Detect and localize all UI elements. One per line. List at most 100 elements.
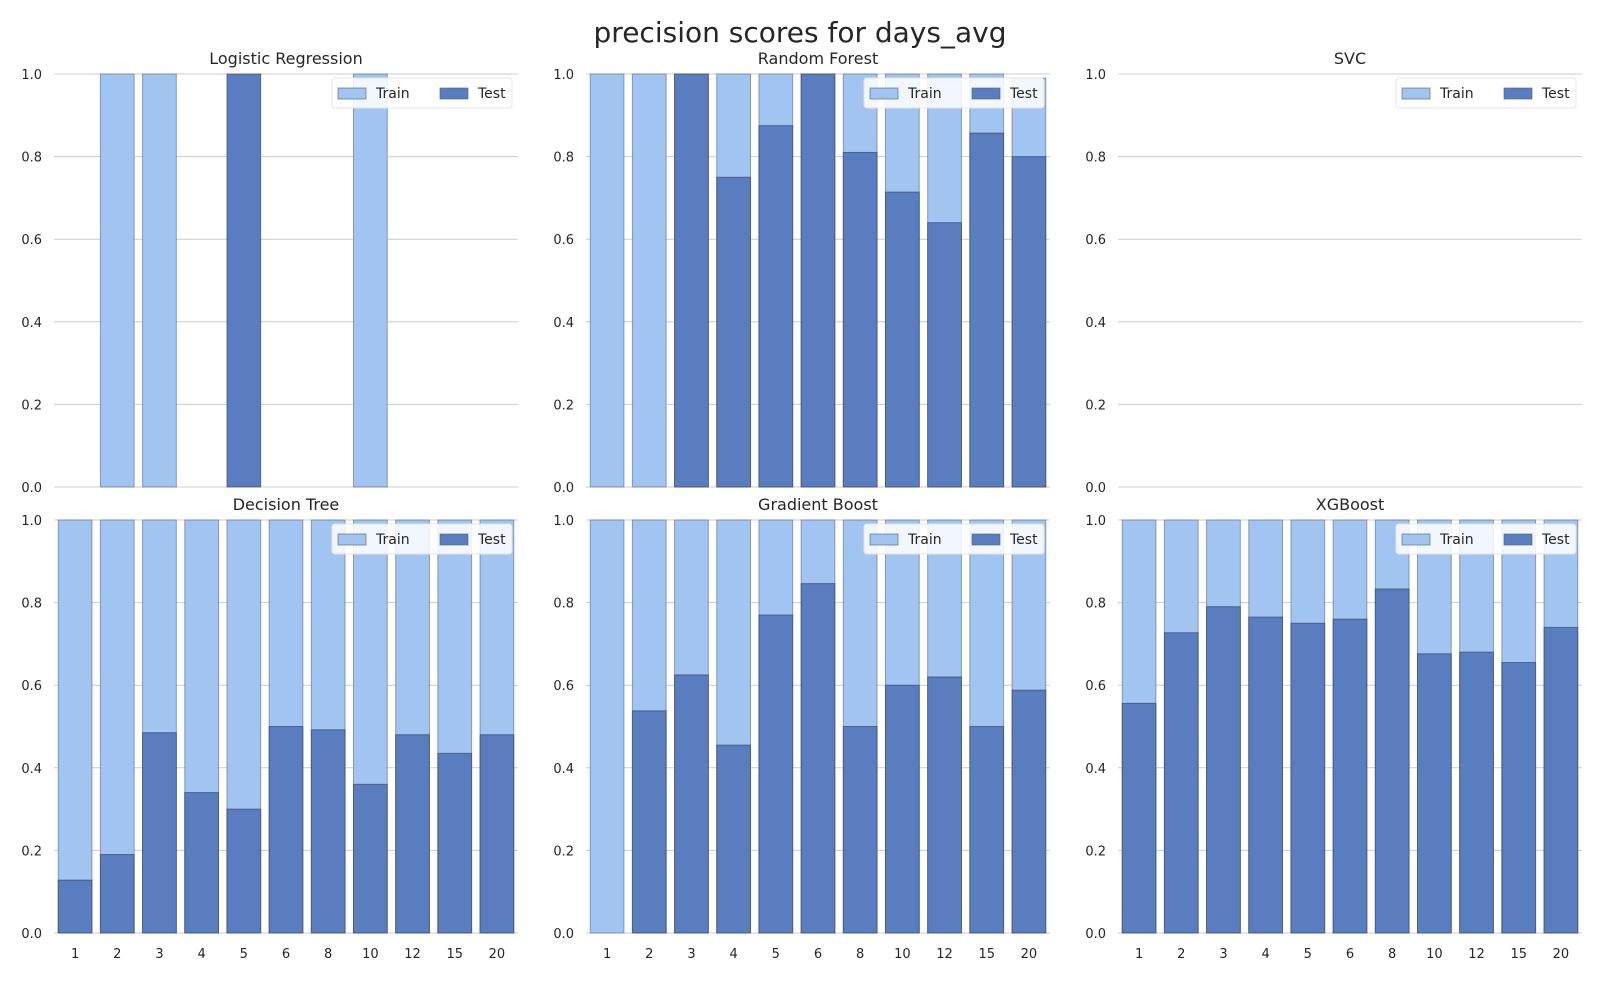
- y-tick-label: 0.0: [21, 481, 42, 496]
- y-tick-label: 0.2: [553, 844, 574, 859]
- bar-test: [758, 125, 794, 488]
- bar-train: [99, 73, 135, 488]
- legend-box: [331, 523, 513, 555]
- x-tick-label: 20: [1021, 947, 1038, 962]
- bar-test: [310, 729, 346, 934]
- y-tick-label: 0.8: [553, 597, 574, 612]
- y-tick-label: 0.0: [1085, 481, 1106, 496]
- figure-title: precision scores for days_avg: [594, 16, 1007, 49]
- legend-box: [863, 523, 1045, 555]
- x-tick-label: 12: [404, 947, 421, 962]
- legend-label-test: Test: [1009, 86, 1038, 102]
- bar-test: [674, 674, 709, 934]
- x-tick-label: 15: [1510, 947, 1527, 962]
- y-tick-label: 0.6: [553, 679, 574, 694]
- y-tick-label: 0.0: [553, 927, 574, 942]
- y-tick-label: 0.6: [1085, 679, 1106, 694]
- legend-label-test: Test: [477, 86, 506, 102]
- bar-train: [142, 73, 177, 488]
- bar-test: [1011, 689, 1047, 934]
- bar-train: [57, 519, 93, 934]
- bar-test: [1459, 651, 1494, 934]
- bar-test: [969, 726, 1005, 934]
- x-tick-label: 3: [687, 947, 695, 962]
- legend: Train Test: [1395, 523, 1577, 555]
- bar-test: [969, 132, 1005, 488]
- legend-swatch-test: [1503, 87, 1533, 100]
- y-tick-label: 0.2: [553, 398, 574, 413]
- legend-swatch-train: [337, 533, 367, 546]
- x-tick-label: 1: [1135, 947, 1143, 962]
- x-tick-label: 5: [772, 947, 780, 962]
- bar-test: [927, 222, 962, 488]
- y-tick-label: 0.8: [1085, 151, 1106, 166]
- subplot-svc: SVC 0.0 0.2 0.4 0.6 0.8 1.0 Train Test: [1085, 49, 1582, 496]
- bar-test: [142, 732, 177, 934]
- y-tick-label: 1.0: [1085, 68, 1106, 83]
- y-tick-label: 0.8: [553, 151, 574, 166]
- x-tick-label: 3: [155, 947, 163, 962]
- y-tick-label: 0.4: [21, 316, 42, 331]
- subplot-title: Decision Tree: [233, 495, 340, 514]
- legend-label-test: Test: [477, 532, 506, 548]
- y-tick-label: 1.0: [1085, 514, 1106, 529]
- x-tick-label: 6: [1346, 947, 1354, 962]
- y-tick-label: 0.8: [1085, 597, 1106, 612]
- x-tick-label: 10: [362, 947, 379, 962]
- legend-label-train: Train: [375, 532, 410, 548]
- y-tick-label: 0.8: [21, 151, 42, 166]
- y-tick-label: 0.2: [1085, 398, 1106, 413]
- x-tick-label: 8: [324, 947, 332, 962]
- bar-test: [1290, 622, 1326, 934]
- bar-test: [437, 752, 473, 934]
- bar-test: [57, 879, 93, 934]
- x-tick-label: 8: [1388, 947, 1396, 962]
- legend: Train Test: [863, 77, 1045, 109]
- bar-test: [842, 151, 878, 488]
- bar-test: [800, 583, 836, 934]
- legend-label-train: Train: [907, 86, 942, 102]
- y-tick-label: 0.4: [553, 762, 574, 777]
- bar-train: [631, 73, 667, 488]
- legend-label-train: Train: [1439, 532, 1474, 548]
- subplot-title: XGBoost: [1316, 495, 1385, 514]
- y-tick-label: 1.0: [21, 68, 42, 83]
- y-tick-label: 0.6: [21, 679, 42, 694]
- bar-train: [589, 73, 625, 488]
- x-tick-label: 10: [1426, 947, 1443, 962]
- legend-label-train: Train: [1439, 86, 1474, 102]
- bar-test: [1501, 661, 1537, 934]
- legend: Train Test: [331, 77, 513, 109]
- legend-swatch-train: [869, 533, 899, 546]
- bar-test: [1543, 626, 1579, 934]
- subplot-title: Logistic Regression: [209, 49, 362, 68]
- y-tick-label: 0.4: [553, 316, 574, 331]
- bar-test: [716, 744, 752, 934]
- x-tick-label: 4: [1261, 947, 1269, 962]
- x-tick-label: 4: [197, 947, 205, 962]
- y-tick-label: 0.6: [553, 233, 574, 248]
- x-tick-label: 15: [978, 947, 995, 962]
- bar-test: [1416, 653, 1452, 934]
- x-tick-label: 20: [1553, 947, 1570, 962]
- x-tick-label: 5: [240, 947, 248, 962]
- bar-test: [884, 191, 920, 488]
- bar-test: [352, 783, 388, 934]
- x-tick-label: 2: [645, 947, 653, 962]
- bar-test: [1206, 606, 1241, 934]
- bar-test: [1011, 156, 1047, 488]
- bar-test: [631, 710, 667, 934]
- legend-swatch-train: [1401, 533, 1431, 546]
- y-tick-label: 1.0: [553, 514, 574, 529]
- bar-test: [226, 73, 262, 488]
- bar-test: [226, 808, 262, 934]
- bar-test: [758, 614, 794, 934]
- x-tick-label: 15: [446, 947, 463, 962]
- x-tick-label: 1: [71, 947, 79, 962]
- x-tick-label: 12: [936, 947, 953, 962]
- bar-test: [716, 176, 752, 488]
- legend-label-test: Test: [1541, 532, 1570, 548]
